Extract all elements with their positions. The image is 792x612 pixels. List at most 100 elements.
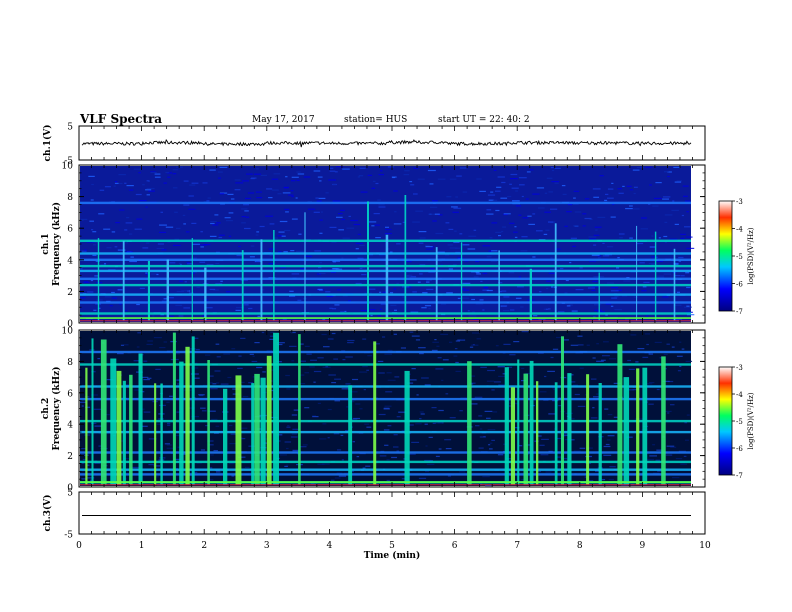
spectrogram-speckle — [245, 216, 250, 218]
spectrogram-speckle — [686, 247, 695, 249]
colorbar-tick-label: -4 — [736, 391, 743, 399]
spectrogram-burst — [367, 201, 369, 321]
spectrogram-speckle — [184, 281, 187, 283]
spectrogram-speckle — [279, 454, 287, 456]
spectrogram-speckle — [174, 238, 180, 240]
spectrogram-speckle — [438, 409, 444, 412]
spectrogram-speckle — [628, 368, 635, 370]
spectrogram-speckle — [327, 437, 330, 439]
spectrogram-burst — [636, 225, 638, 321]
spectrogram-speckle — [421, 307, 427, 309]
spectrogram-band — [80, 264, 691, 268]
spectrogram-speckle — [487, 429, 496, 431]
spectrogram-speckle — [495, 231, 502, 233]
spectrogram-speckle — [478, 415, 483, 417]
spectrogram-burst — [110, 358, 117, 485]
spectrogram-speckle — [637, 348, 645, 350]
spectrogram-speckle — [228, 212, 234, 214]
spectrogram-speckle — [566, 305, 571, 307]
spectrogram-speckle — [431, 349, 438, 351]
spectrogram-speckle — [482, 309, 485, 311]
spectrogram-speckle — [185, 231, 190, 233]
spectrogram-speckle — [317, 357, 324, 359]
spectrogram-speckle — [664, 214, 673, 216]
spectrogram-burst — [273, 332, 279, 485]
spectrogram-speckle — [377, 360, 384, 362]
spectrogram-speckle — [255, 191, 262, 193]
spectrogram-speckle — [302, 444, 308, 446]
spectrogram-speckle — [363, 389, 366, 391]
spectrogram-speckle — [415, 210, 423, 212]
spectrogram-speckle — [498, 375, 506, 377]
spectrogram-speckle — [270, 331, 275, 333]
y-tick-label: 2 — [67, 452, 73, 462]
spectrogram-speckle — [675, 318, 682, 320]
spectrogram-speckle — [538, 207, 545, 209]
spectrogram-speckle — [313, 370, 322, 373]
spectrogram-speckle — [125, 251, 133, 253]
spectrogram-speckle — [359, 267, 363, 269]
spectrogram-speckle — [685, 272, 690, 274]
spectrogram-speckle — [543, 233, 548, 235]
spectrogram-speckle — [210, 388, 218, 390]
spectrogram-speckle — [651, 235, 654, 237]
spectrogram-speckle — [81, 448, 87, 450]
spectrogram-speckle — [431, 407, 437, 409]
spectrogram-burst — [385, 234, 389, 321]
spectrogram-speckle — [371, 225, 375, 227]
spectrogram-speckle — [348, 300, 351, 302]
spectrogram-speckle — [337, 449, 342, 451]
spectrogram-speckle — [558, 405, 562, 407]
spectrogram-speckle — [453, 207, 462, 209]
spectrogram-speckle — [593, 244, 597, 246]
spectrogram-speckle — [555, 248, 561, 250]
spectrogram-speckle — [475, 425, 480, 427]
spectrogram-speckle — [202, 182, 208, 184]
spectrogram-speckle — [608, 478, 615, 481]
spectrogram-band — [80, 312, 691, 315]
spectrogram-speckle — [124, 229, 128, 231]
spectrogram-speckle — [409, 331, 414, 333]
spectrogram-speckle — [209, 375, 214, 377]
spectrogram-speckle — [90, 199, 94, 201]
spectrogram-speckle — [498, 235, 501, 237]
spectrogram-speckle — [646, 343, 649, 346]
spectrogram-speckle — [603, 445, 611, 448]
spectrogram-speckle — [259, 225, 265, 228]
spectrogram-speckle — [125, 222, 133, 224]
spectrogram-speckle — [357, 257, 364, 259]
spectrogram-speckle — [571, 381, 576, 383]
spectrogram-speckle — [109, 305, 113, 307]
spectrogram-speckle — [448, 228, 454, 230]
spectrogram-speckle — [188, 208, 196, 210]
spectrogram-speckle — [462, 282, 471, 284]
spectrogram-speckle — [596, 360, 604, 362]
y-axis-label: Frequency (kHz) — [51, 202, 62, 286]
spectrogram-speckle — [209, 467, 213, 469]
spectrogram-speckle — [241, 180, 249, 182]
x-tick-label: 8 — [577, 541, 583, 551]
spectrogram-speckle — [156, 247, 165, 250]
y-tick-label: 2 — [67, 288, 73, 298]
spectrogram-speckle — [194, 337, 199, 339]
panel-frame — [78, 491, 706, 535]
spectrogram-speckle — [648, 262, 655, 265]
spectrogram-speckle — [683, 195, 688, 197]
spectrogram-burst — [348, 385, 353, 485]
spectrogram-speckle — [684, 226, 691, 228]
spectrogram-speckle — [675, 458, 683, 460]
spectrogram-speckle — [566, 211, 572, 213]
spectrogram-speckle — [290, 331, 296, 334]
spectrogram-speckle — [438, 260, 442, 262]
spectrogram-speckle — [216, 356, 221, 358]
spectrogram-speckle — [94, 425, 103, 427]
spectrogram-speckle — [166, 297, 174, 299]
spectrogram-band — [80, 293, 691, 296]
spectrogram-speckle — [501, 230, 504, 233]
spectrogram-speckle — [136, 346, 140, 348]
spectrogram-speckle — [346, 227, 355, 229]
spectrogram-speckle — [355, 248, 359, 250]
spectrogram-speckle — [159, 224, 167, 226]
spectrogram-speckle — [137, 332, 142, 334]
spectrogram-speckle — [686, 211, 689, 213]
